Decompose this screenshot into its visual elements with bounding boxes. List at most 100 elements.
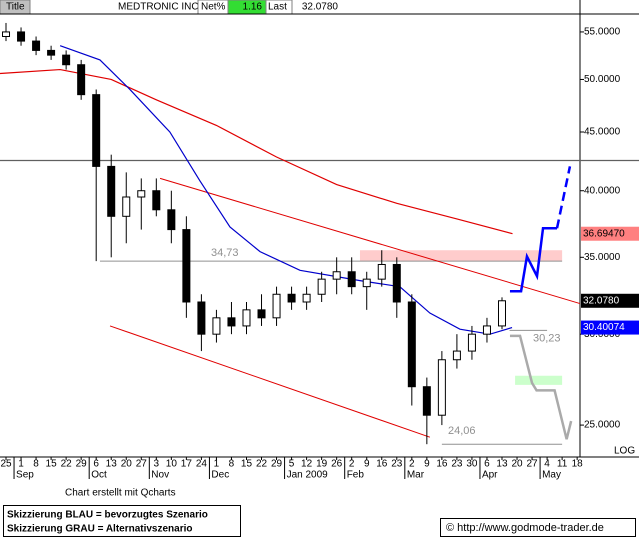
x-tick-label: 23 bbox=[451, 459, 463, 470]
candle-body bbox=[182, 229, 191, 303]
candle-body bbox=[227, 317, 236, 327]
month-label: Nov bbox=[151, 470, 169, 481]
x-tick-label: 30 bbox=[466, 459, 478, 470]
price-label: 32.0780 bbox=[583, 295, 620, 306]
x-tick-label: 29 bbox=[271, 459, 283, 470]
candle-body bbox=[482, 325, 491, 335]
x-tick-label: 25 bbox=[0, 459, 12, 470]
month-label: Sep bbox=[16, 470, 34, 481]
month-label: Oct bbox=[91, 470, 107, 481]
scenario-path bbox=[509, 334, 573, 440]
x-tick-label: 1 bbox=[214, 459, 220, 470]
trend-line bbox=[159, 177, 581, 305]
x-tick-label: 19 bbox=[316, 459, 328, 470]
price-label-box bbox=[581, 293, 639, 308]
candle-body bbox=[62, 54, 71, 66]
month-label: Dec bbox=[211, 470, 229, 481]
month-label: Mar bbox=[407, 470, 425, 481]
candle-body bbox=[362, 278, 371, 288]
moving-average bbox=[0, 68, 513, 235]
y-tick-label: 35.0000 bbox=[584, 252, 621, 263]
x-tick-label: 18 bbox=[572, 459, 584, 470]
x-tick-label: 16 bbox=[436, 459, 448, 470]
x-tick-label: 23 bbox=[391, 459, 403, 470]
x-tick-label: 8 bbox=[229, 459, 235, 470]
x-tick-label: 24 bbox=[196, 459, 208, 470]
price-label-box bbox=[581, 226, 639, 241]
month-label: Jan 2009 bbox=[287, 470, 329, 481]
candle-body bbox=[137, 190, 146, 198]
level-label: 30,23 bbox=[533, 332, 561, 344]
x-tick-label: 10 bbox=[166, 459, 178, 470]
x-tick-label: 12 bbox=[301, 459, 313, 470]
candle-body bbox=[212, 317, 221, 335]
x-tick-label: 22 bbox=[61, 459, 73, 470]
level-label: 34,73 bbox=[211, 247, 239, 259]
net-label: Net% bbox=[201, 2, 226, 13]
legend-text: Skizzierung GRAU = Alternativszenario bbox=[7, 524, 193, 535]
y-tick-label: 40.0000 bbox=[584, 185, 621, 196]
x-tick-label: 27 bbox=[136, 459, 148, 470]
price-label: 30.40074 bbox=[583, 322, 625, 333]
x-tick-label: 9 bbox=[424, 459, 430, 470]
month-label: May bbox=[542, 470, 561, 481]
candle-body bbox=[497, 300, 506, 327]
x-tick-label: 27 bbox=[526, 459, 538, 470]
candle-body bbox=[47, 49, 56, 56]
x-tick-label: 13 bbox=[496, 459, 508, 470]
scenario-path bbox=[555, 166, 572, 229]
net-value: 1.16 bbox=[243, 2, 263, 13]
x-tick-label: 8 bbox=[33, 459, 39, 470]
x-tick-label: 1 bbox=[18, 459, 24, 470]
candle-body bbox=[32, 40, 41, 51]
x-tick-label: 2 bbox=[409, 459, 415, 470]
log-label: LOG bbox=[614, 446, 635, 457]
candle-body bbox=[167, 209, 176, 231]
x-tick-label: 16 bbox=[376, 459, 388, 470]
x-tick-label: 4 bbox=[544, 459, 550, 470]
legend-text: Skizzierung BLAU = bevorzugtes Szenario bbox=[7, 510, 208, 521]
month-label: Feb bbox=[347, 470, 365, 481]
candle-body bbox=[317, 278, 326, 295]
x-tick-label: 9 bbox=[364, 459, 370, 470]
x-tick-label: 26 bbox=[331, 459, 343, 470]
y-tick-label: 25.0000 bbox=[584, 420, 621, 431]
credit: Chart erstellt mit Qcharts bbox=[65, 488, 176, 499]
candle-body bbox=[467, 333, 476, 352]
copyright: © http://www.godmode-trader.de bbox=[446, 522, 604, 534]
y-tick-label: 45.0000 bbox=[584, 127, 621, 138]
candle-body bbox=[2, 31, 11, 37]
candle-body bbox=[197, 301, 206, 335]
x-tick-label: 17 bbox=[181, 459, 193, 470]
x-tick-label: 6 bbox=[484, 459, 490, 470]
x-tick-label: 15 bbox=[241, 459, 253, 470]
x-tick-label: 2 bbox=[349, 459, 355, 470]
copyright-box bbox=[440, 518, 636, 537]
moving-average bbox=[59, 45, 513, 335]
price-label-box bbox=[581, 320, 639, 335]
candle-body bbox=[272, 293, 281, 319]
y-tick-label: 55.0000 bbox=[584, 27, 621, 38]
x-tick-label: 13 bbox=[106, 459, 118, 470]
candle-body bbox=[257, 309, 266, 319]
scenario-path bbox=[509, 227, 558, 293]
candle-body bbox=[242, 309, 251, 327]
chart-title: MEDTRONIC INC bbox=[118, 2, 199, 13]
candle-body bbox=[392, 263, 401, 303]
candle-body bbox=[17, 31, 26, 42]
zone bbox=[515, 375, 563, 385]
candle-body bbox=[377, 263, 386, 280]
x-tick-label: 3 bbox=[154, 459, 160, 470]
candle-body bbox=[347, 271, 356, 288]
x-tick-label: 20 bbox=[121, 459, 133, 470]
y-tick-label: 50.0000 bbox=[584, 74, 621, 85]
candle-body bbox=[302, 293, 311, 303]
price-label: 36.69470 bbox=[583, 228, 625, 239]
x-tick-label: 11 bbox=[557, 459, 568, 470]
candle-body bbox=[422, 386, 431, 416]
x-tick-label: 29 bbox=[76, 459, 88, 470]
legend-box bbox=[3, 505, 241, 537]
candle-body bbox=[122, 196, 131, 217]
